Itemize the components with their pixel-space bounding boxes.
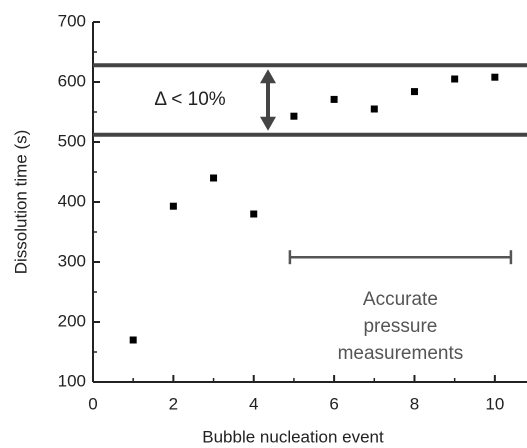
delta-label: Δ < 10% [154, 89, 225, 110]
y-tick-label: 400 [58, 191, 86, 210]
point [370, 105, 378, 113]
range-label: measurements [338, 343, 464, 364]
point [330, 95, 338, 103]
point [451, 75, 459, 83]
x-axis-label: Bubble nucleation event [202, 427, 384, 446]
y-tick-label: 700 [58, 11, 86, 30]
point [169, 202, 177, 210]
x-tick-label: 8 [410, 394, 419, 413]
point [210, 174, 218, 182]
range-label: pressure [363, 316, 437, 337]
point [250, 210, 258, 218]
range-label: Accurate [363, 289, 438, 310]
y-tick-label: 600 [58, 71, 86, 90]
point [491, 73, 499, 81]
x-tick-label: 4 [249, 394, 258, 413]
y-tick-label: 200 [58, 311, 86, 330]
x-tick-label: 2 [169, 394, 178, 413]
x-tick-label: 0 [88, 394, 97, 413]
point [290, 112, 298, 120]
x-tick-label: 10 [485, 394, 504, 413]
y-tick-label: 100 [58, 371, 86, 390]
delta-arrow-head [260, 69, 276, 84]
delta-arrow-head [260, 116, 276, 131]
y-axis-label: Dissolution time (s) [11, 130, 30, 275]
y-tick-label: 300 [58, 251, 86, 270]
y-tick-label: 500 [58, 131, 86, 150]
point [129, 336, 137, 344]
point [410, 88, 418, 96]
x-tick-label: 6 [329, 394, 338, 413]
